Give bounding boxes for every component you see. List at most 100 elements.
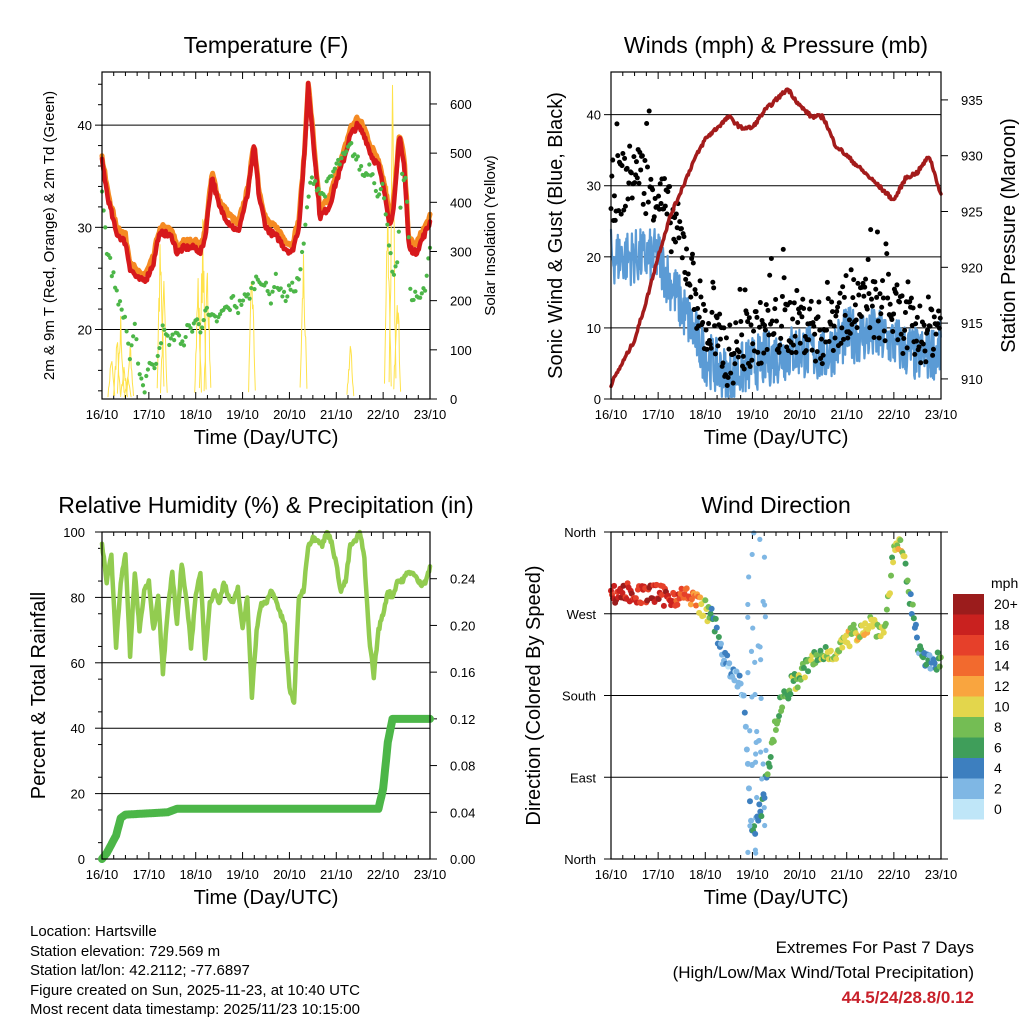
- direction-point: [748, 648, 755, 654]
- direction-point: [801, 674, 808, 681]
- gust-point: [816, 299, 822, 305]
- plot-border: [610, 531, 942, 860]
- x-tick-label: 19/10: [226, 867, 259, 882]
- gust-point: [622, 203, 628, 209]
- gust-point: [864, 306, 870, 312]
- dewpoint-point: [119, 307, 124, 312]
- dewpoint-point: [176, 333, 182, 338]
- gust-point: [793, 349, 799, 355]
- direction-point: [913, 634, 920, 641]
- gust-point: [811, 323, 817, 329]
- direction-point: [910, 615, 917, 622]
- gust-point: [825, 296, 831, 302]
- dewpoint-point: [142, 390, 147, 395]
- dewpoint-point: [303, 222, 308, 227]
- gust-point: [748, 322, 754, 328]
- direction-point: [827, 647, 834, 654]
- gust-point: [918, 360, 924, 366]
- gust-point: [704, 346, 710, 352]
- direction-point: [756, 801, 763, 808]
- gust-point: [914, 314, 920, 320]
- x-axis-label: Time (Day/UTC): [194, 887, 339, 909]
- legend-swatch: [953, 696, 984, 717]
- direction-point: [817, 647, 824, 654]
- direction-point: [772, 726, 779, 733]
- gust-point: [621, 207, 627, 213]
- dewpoint-point: [199, 325, 205, 330]
- gust-point: [781, 275, 787, 281]
- gust-point: [885, 271, 891, 277]
- dewpoint-point: [155, 353, 160, 359]
- gust-point: [757, 324, 762, 330]
- gust-point: [839, 325, 845, 331]
- dewpoint-point: [419, 291, 424, 296]
- direction-point: [794, 684, 801, 691]
- gust-point: [633, 159, 639, 165]
- gust-point: [931, 314, 937, 320]
- x-tick-label: 19/10: [736, 867, 769, 882]
- direction-point: [883, 606, 890, 613]
- x-tick-label: 18/10: [689, 407, 722, 422]
- dewpoint-point: [329, 173, 334, 179]
- direction-point: [763, 747, 769, 754]
- gust-point: [927, 323, 933, 329]
- timestamp-label: Most recent data timestamp: 2025/11/23 1…: [30, 1001, 360, 1018]
- direction-point: [713, 624, 720, 631]
- gust-point: [863, 276, 869, 282]
- gust-point: [700, 319, 706, 325]
- x-tick-label: 21/10: [320, 407, 353, 422]
- gust-point: [689, 251, 695, 257]
- y-tick-label: South: [562, 689, 596, 704]
- gust-point: [651, 214, 657, 220]
- gust-point: [780, 246, 786, 252]
- gust-point: [740, 353, 746, 359]
- gust-point: [645, 199, 651, 205]
- direction-point: [753, 751, 759, 757]
- solar-spike: [346, 345, 355, 397]
- gust-point: [900, 350, 906, 356]
- direction-point: [890, 559, 897, 566]
- gust-point: [799, 314, 805, 320]
- x-tick-label: 23/10: [414, 867, 447, 882]
- x-tick-label: 23/10: [925, 867, 958, 882]
- gust-point: [860, 280, 866, 286]
- solar-spike: [126, 346, 134, 397]
- y-axis-label: Direction (Colored By Speed): [523, 565, 545, 825]
- dewpoint-point: [198, 330, 203, 335]
- dewpoint-point: [299, 249, 305, 255]
- dewpoint-point: [154, 361, 159, 366]
- gust-point: [846, 317, 852, 323]
- gust-point: [746, 315, 752, 321]
- solar-spike: [299, 254, 308, 389]
- extremes-values: 44.5/24/28.8/0.12: [841, 988, 974, 1007]
- plot-border: [610, 71, 942, 400]
- direction-point: [655, 596, 662, 603]
- direction-point: [912, 621, 919, 628]
- dewpoint-point: [109, 274, 114, 279]
- gust-point: [868, 227, 874, 233]
- dewpoint-point: [359, 164, 364, 169]
- x-tick-label: 17/10: [642, 867, 675, 882]
- direction-point: [889, 554, 896, 561]
- direction-point: [717, 640, 724, 647]
- direction-point: [758, 813, 765, 820]
- x-tick-label: 16/10: [86, 867, 119, 882]
- dewpoint-point: [122, 314, 128, 319]
- gust-point: [879, 304, 885, 310]
- x-tick-label: 16/10: [86, 407, 119, 422]
- y2-tick-label: 300: [450, 244, 472, 259]
- x-axis-label: Time (Day/UTC): [704, 887, 849, 909]
- gust-point: [724, 382, 730, 388]
- gust-point: [807, 306, 813, 312]
- gust-point: [714, 315, 720, 321]
- gust-point: [777, 342, 783, 348]
- gust-point: [872, 279, 878, 285]
- dewpoint-point: [403, 175, 408, 180]
- gust-point: [922, 348, 928, 354]
- solar-spike: [107, 361, 116, 398]
- gust-point: [632, 180, 638, 186]
- y-tick-label: 20: [78, 323, 92, 338]
- dewpoint-point: [195, 317, 200, 322]
- gust-point: [639, 153, 645, 159]
- dewpoint-point: [126, 341, 131, 346]
